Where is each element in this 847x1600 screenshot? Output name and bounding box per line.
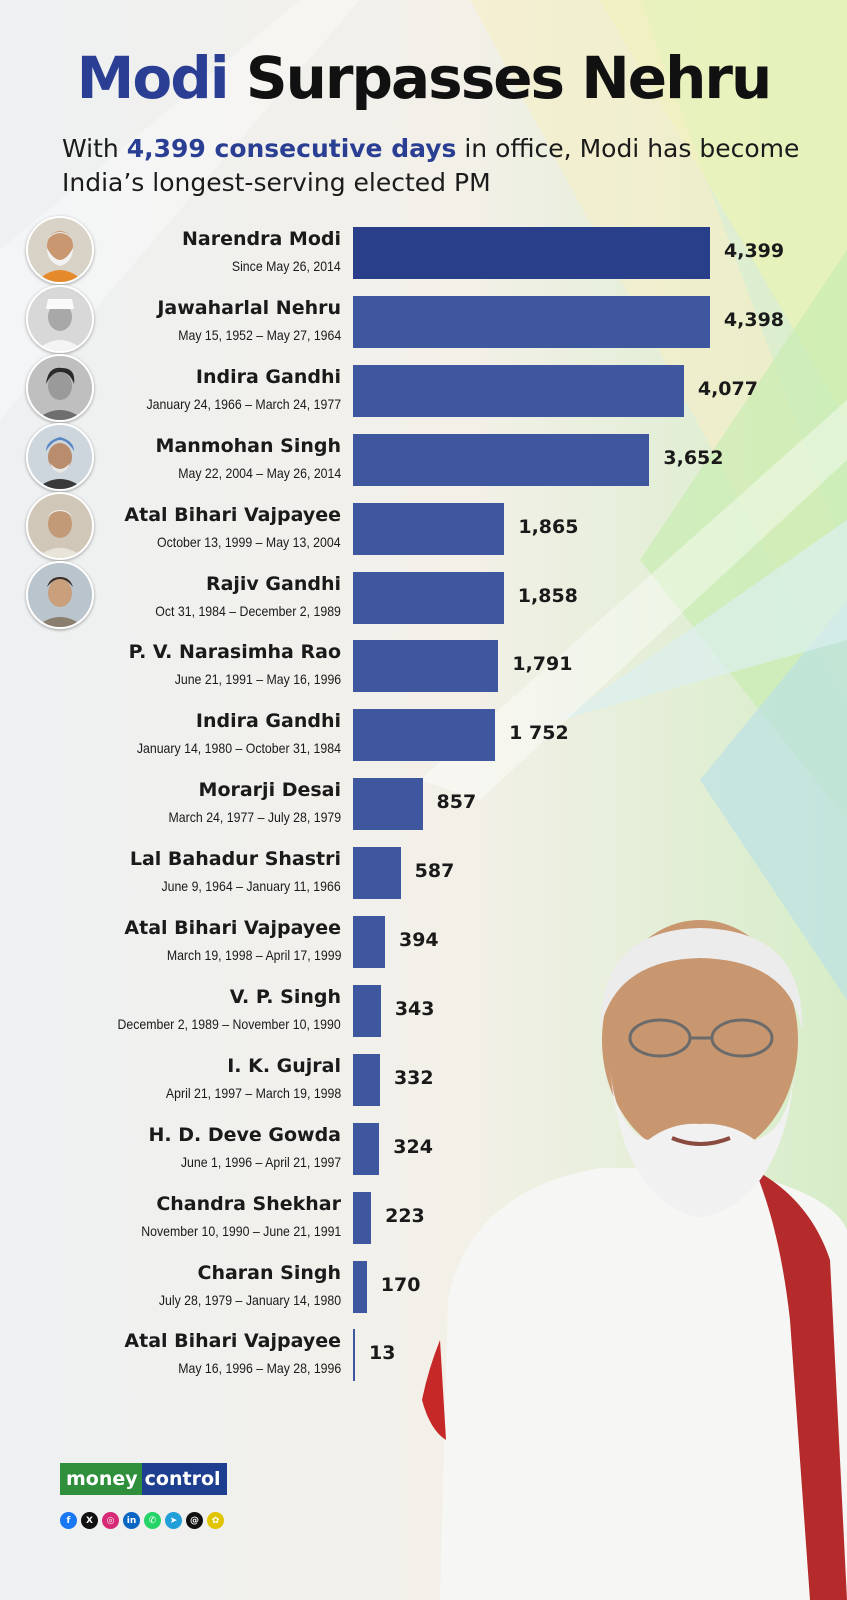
avatar-modi — [26, 216, 94, 284]
snapchat-icon[interactable]: ✿ — [207, 1512, 224, 1529]
period-label-13: April 21, 1997 – March 19, 1998 — [165, 1084, 341, 1101]
avatar-rajiv-gandhi — [26, 561, 94, 629]
bar-16 — [353, 1260, 367, 1313]
category-label-7: P. V. Narasimha Rao — [128, 641, 341, 664]
value-label-15: 223 — [385, 1204, 425, 1227]
telegram-icon[interactable]: ➤ — [165, 1512, 182, 1529]
category-label-14: H. D. Deve Gowda — [148, 1123, 341, 1146]
value-label-5: 1,865 — [518, 515, 579, 538]
bar-14 — [353, 1122, 380, 1175]
category-label-10: Lal Bahadur Shastri — [129, 848, 341, 871]
value-label-12: 343 — [394, 997, 435, 1020]
period-label-17: May 16, 1996 – May 28, 1996 — [177, 1360, 341, 1377]
category-label-15: Chandra Shekhar — [156, 1192, 341, 1215]
category-label-17: Atal Bihari Vajpayee — [124, 1330, 341, 1353]
value-label-13: 332 — [393, 1066, 434, 1089]
whatsapp-icon[interactable]: ✆ — [144, 1512, 161, 1529]
period-label-15: November 10, 1990 – June 21, 1991 — [140, 1222, 341, 1239]
category-label-9: Morarji Desai — [198, 779, 341, 802]
threads-icon[interactable]: @ — [186, 1512, 203, 1529]
bar-12 — [353, 984, 381, 1037]
page-title: Modi Surpasses Nehru — [0, 44, 847, 112]
period-label-12: December 2, 1989 – November 10, 1990 — [117, 1015, 341, 1032]
period-label-14: June 1, 1996 – April 21, 1997 — [180, 1153, 341, 1170]
bar-5 — [353, 502, 505, 555]
bar-13 — [353, 1053, 380, 1106]
period-label-3: January 24, 1966 – March 24, 1977 — [146, 395, 341, 412]
bar-8 — [353, 709, 496, 762]
title-main: Surpasses Nehru — [245, 44, 772, 112]
period-label-5: October 13, 1999 – May 13, 2004 — [157, 533, 341, 550]
avatar-nehru — [26, 285, 94, 353]
instagram-icon[interactable]: ◎ — [102, 1512, 119, 1529]
period-label-10: June 9, 1964 – January 11, 1966 — [161, 878, 341, 895]
period-label-2: May 15, 1952 – May 27, 1964 — [177, 326, 341, 343]
category-label-12: V. P. Singh — [229, 985, 341, 1008]
category-label-13: I. K. Gujral — [227, 1054, 341, 1077]
bar-4 — [353, 433, 650, 486]
bar-17 — [353, 1329, 355, 1382]
facebook-icon[interactable]: f — [60, 1512, 77, 1529]
period-label-6: Oct 31, 1984 – December 2, 1989 — [155, 602, 341, 619]
category-label-4: Manmohan Singh — [155, 434, 341, 457]
period-label-16: July 28, 1979 – January 14, 1980 — [158, 1291, 341, 1308]
page-subtitle: With 4,399 consecutive days in office, M… — [62, 132, 822, 200]
value-label-4: 3,652 — [663, 446, 724, 469]
category-label-1: Narendra Modi — [182, 228, 341, 250]
linkedin-icon[interactable]: in — [123, 1512, 140, 1529]
avatar-indira-gandhi — [26, 354, 94, 422]
subtitle-post: in office, Modi has become India’s longe… — [62, 134, 800, 197]
logo-part-control: control — [141, 1463, 227, 1495]
value-label-1: 4,399 — [724, 240, 785, 262]
value-label-17: 13 — [369, 1342, 396, 1365]
category-label-6: Rajiv Gandhi — [205, 572, 341, 595]
value-label-6: 1,858 — [517, 584, 578, 607]
avatar-vajpayee — [26, 492, 94, 560]
category-label-5: Atal Bihari Vajpayee — [124, 503, 341, 526]
category-label-16: Charan Singh — [197, 1261, 341, 1284]
category-label-11: Atal Bihari Vajpayee — [124, 917, 341, 939]
bar-15 — [353, 1191, 372, 1244]
period-label-7: June 21, 1991 – May 16, 1996 — [174, 671, 341, 688]
period-label-4: May 22, 2004 – May 26, 2014 — [177, 464, 341, 481]
bar-6 — [353, 571, 504, 624]
value-label-2: 4,398 — [723, 308, 785, 331]
bar-11 — [353, 916, 385, 968]
category-label-2: Jawaharlal Nehru — [157, 296, 341, 319]
bar-3 — [353, 364, 684, 417]
value-label-3: 4,077 — [697, 377, 758, 400]
value-label-16: 170 — [380, 1273, 421, 1296]
period-label-9: March 24, 1977 – July 28, 1979 — [168, 809, 341, 826]
x-icon[interactable]: X — [81, 1512, 98, 1529]
value-label-14: 324 — [393, 1135, 433, 1158]
avatar-manmohan-singh — [26, 423, 94, 491]
category-label-3: Indira Gandhi — [195, 365, 341, 388]
value-label-8: 1 752 — [509, 722, 569, 745]
social-icons: f X ◎ in ✆ ➤ @ ✿ — [60, 1512, 224, 1529]
modi-photo — [422, 920, 847, 1600]
logo-part-money: money — [60, 1463, 142, 1495]
value-label-9: 857 — [436, 791, 477, 814]
bar-7 — [353, 640, 499, 693]
category-label-8: Indira Gandhi — [195, 710, 341, 733]
bar-10 — [353, 847, 401, 900]
bar-9 — [353, 778, 423, 831]
subtitle-highlight: 4,399 consecutive days — [126, 134, 457, 163]
bar-2 — [353, 295, 710, 348]
period-label-11: March 19, 1998 – April 17, 1999 — [166, 947, 341, 963]
value-label-11: 394 — [398, 929, 439, 951]
title-accent: Modi — [76, 44, 230, 112]
value-label-10: 587 — [414, 860, 455, 883]
period-label-1: Since May 26, 2014 — [232, 258, 341, 274]
bar-1 — [353, 227, 710, 279]
subtitle-pre: With — [62, 134, 127, 163]
moneycontrol-logo: money control — [60, 1463, 227, 1495]
period-label-8: January 14, 1980 – October 31, 1984 — [136, 740, 341, 757]
value-label-7: 1,791 — [512, 653, 573, 676]
